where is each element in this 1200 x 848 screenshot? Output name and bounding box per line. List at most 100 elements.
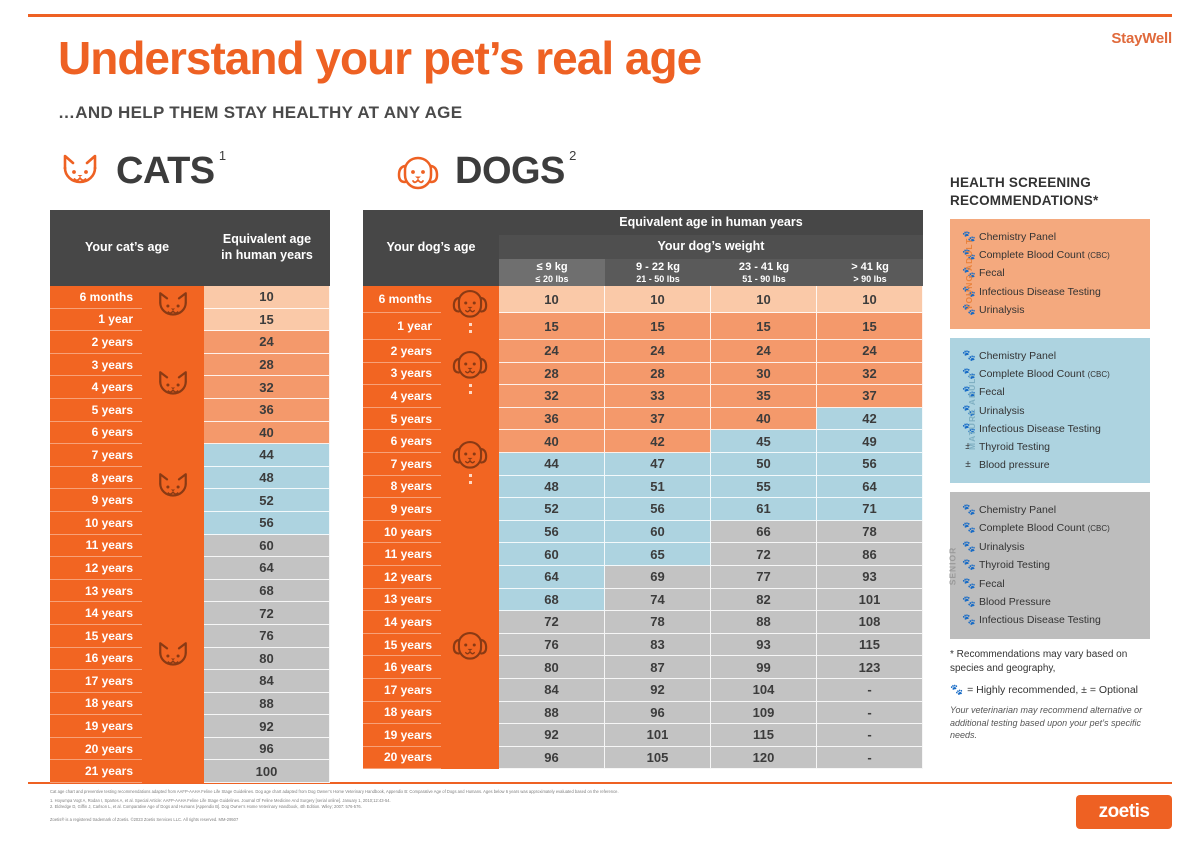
dogs-footnote-marker: 2 <box>569 148 576 163</box>
dog-human-age-cell: 87 <box>605 656 711 679</box>
screening-item: 🐾 Chemistry Panel <box>962 347 1142 365</box>
dog-age-cell: 5 years <box>363 407 441 431</box>
screening-item: 🐾 Complete Blood Count (CBC) <box>962 246 1142 264</box>
paw-icon: 🐾 <box>962 230 976 243</box>
screening-item-label: Complete Blood Count (CBC) <box>979 522 1110 535</box>
screening-item-label: Chemistry Panel <box>979 504 1057 516</box>
page-title: Understand your pet’s real age <box>58 32 702 84</box>
cat-icon-cell <box>142 331 204 445</box>
paw-icon: 🐾 <box>962 349 976 362</box>
health-screening-panel: HEALTH SCREENING RECOMMENDATIONS* YOUNG … <box>947 174 1150 742</box>
dog-human-age-cell: 37 <box>817 385 923 408</box>
table-row: 2 years 24 <box>50 331 330 445</box>
dog-human-age-cell: 123 <box>817 656 923 679</box>
footnote-copyright: Zoetis® is a registered trademark of Zoe… <box>50 817 239 822</box>
senior-dog-face-icon <box>452 632 488 660</box>
cats-col-human-header: Equivalent age in human years <box>204 210 330 286</box>
screening-item-label: Complete Blood Count (CBC) <box>979 249 1110 262</box>
dog-human-age-cell: 15 <box>605 313 711 340</box>
table-row: 11 years 60 <box>50 534 330 784</box>
dog-face-icon <box>452 350 488 379</box>
dog-human-age-cell: 24 <box>605 340 711 363</box>
stage-block-senior: SENIOR 🐾 Chemistry Panel 🐾 Complete Blood Co… <box>947 492 1150 640</box>
screening-item: 🐾 Fecal <box>962 575 1142 593</box>
cats-table-wrap: Your cat’s age Equivalent age in human yea… <box>50 210 330 784</box>
table-row: 21 years 100 <box>50 760 330 784</box>
screening-item: 🐾 Thyroid Testing <box>962 557 1142 575</box>
dog-human-age-cell: 15 <box>499 313 605 340</box>
dog-human-age-cell: - <box>817 724 923 747</box>
table-row: 8 years 48 <box>50 466 330 490</box>
cat-age-cell: 12 years <box>50 557 142 580</box>
screening-item-label: Blood pressure <box>979 459 1050 472</box>
dog-human-age-cell: 72 <box>711 543 817 566</box>
cat-human-age-cell: 96 <box>204 737 330 761</box>
table-row: 12 years 64 <box>50 557 330 580</box>
panel-note-asterisk: * Recommendations may vary based on spec… <box>950 649 1128 674</box>
cat-human-age-cell: 15 <box>204 308 330 332</box>
dog-human-age-cell: 108 <box>817 611 923 634</box>
dog-age-cell: 8 years <box>363 475 441 499</box>
dog-face-icon <box>397 156 439 189</box>
table-row: 5 years 36 <box>50 398 330 422</box>
table-row: 12 years 64 69 77 93 <box>363 565 923 589</box>
dogs-weight-class-2: 9 - 22 kg 21 - 50 lbs <box>605 259 711 286</box>
paw-icon: 🐾 <box>962 595 976 608</box>
table-row: 7 years 44 <box>50 444 330 535</box>
dog-human-age-cell: 45 <box>711 430 817 453</box>
dog-human-age-cell: 49 <box>817 430 923 453</box>
paw-icon: 🐾 <box>950 684 964 697</box>
screening-item-label: Thyroid Testing <box>979 559 1051 572</box>
dog-human-age-cell: 99 <box>711 656 817 679</box>
cat-age-cell: 16 years <box>50 647 142 671</box>
table-row: 4 years 32 <box>50 376 330 399</box>
dog-human-age-cell: 65 <box>605 543 711 566</box>
table-row: 5 years 36 37 40 42 <box>363 407 923 521</box>
paw-icon: 🐾 <box>962 267 976 280</box>
paw-icon: 🐾 <box>962 249 976 262</box>
dog-human-age-cell: 105 <box>605 746 711 770</box>
dog-age-cell: 15 years <box>363 633 441 657</box>
dog-human-age-cell: 78 <box>605 611 711 634</box>
cat-age-cell: 10 years <box>50 511 142 535</box>
cat-age-cell: 2 years <box>50 331 142 354</box>
senior-cat-face-icon <box>159 642 187 666</box>
paw-icon: 🐾 <box>962 614 976 627</box>
screening-item-label: Chemistry Panel <box>979 349 1057 362</box>
kitten-face-icon <box>159 292 187 316</box>
dog-human-age-cell: 69 <box>605 565 711 589</box>
zoetis-logo: zoetis <box>1076 795 1172 829</box>
top-divider <box>28 14 1172 17</box>
dog-human-age-cell: 52 <box>499 498 605 521</box>
dog-age-cell: 9 years <box>363 498 441 521</box>
table-row: 19 years 92 101 115- <box>363 724 923 747</box>
dogs-equivalent-header: Equivalent age in human years <box>499 210 923 235</box>
screening-item-label: Infectious Disease Testing <box>979 423 1101 436</box>
paw-icon: 🐾 <box>962 386 976 399</box>
dog-age-cell: 14 years <box>363 611 441 634</box>
dog-human-age-cell: 115 <box>817 633 923 657</box>
cat-human-age-cell: 32 <box>204 376 330 399</box>
plus-minus-icon: ± <box>965 459 971 471</box>
paw-icon: 🐾 <box>962 540 976 553</box>
dog-human-age-cell: 66 <box>711 520 817 544</box>
dog-human-age-cell: 109 <box>711 701 817 725</box>
dog-age-cell: 2 years <box>363 340 441 363</box>
cat-icon-cell <box>142 444 204 535</box>
dog-human-age-cell: 42 <box>605 430 711 453</box>
screening-item: 🐾 Infectious Disease Testing <box>962 283 1142 301</box>
screening-item-label: Chemistry Panel <box>979 230 1057 243</box>
cat-human-age-cell: 84 <box>204 670 330 693</box>
cat-human-age-cell: 44 <box>204 444 330 467</box>
dog-human-age-cell: 24 <box>817 340 923 363</box>
table-row: 15 years 76 83 93 115 <box>363 633 923 657</box>
cat-human-age-cell: 64 <box>204 557 330 580</box>
dog-icon-cell <box>441 286 499 340</box>
table-row: 20 years 96 <box>50 737 330 761</box>
cats-heading: CATS 1 <box>58 148 226 193</box>
screening-item-label: Infectious Disease Testing <box>979 614 1101 627</box>
screening-item-label: Fecal <box>979 386 1005 399</box>
cat-human-age-cell: 40 <box>204 421 330 445</box>
dog-human-age-cell: 10 <box>817 286 923 313</box>
dog-age-cell: 1 year <box>363 313 441 340</box>
